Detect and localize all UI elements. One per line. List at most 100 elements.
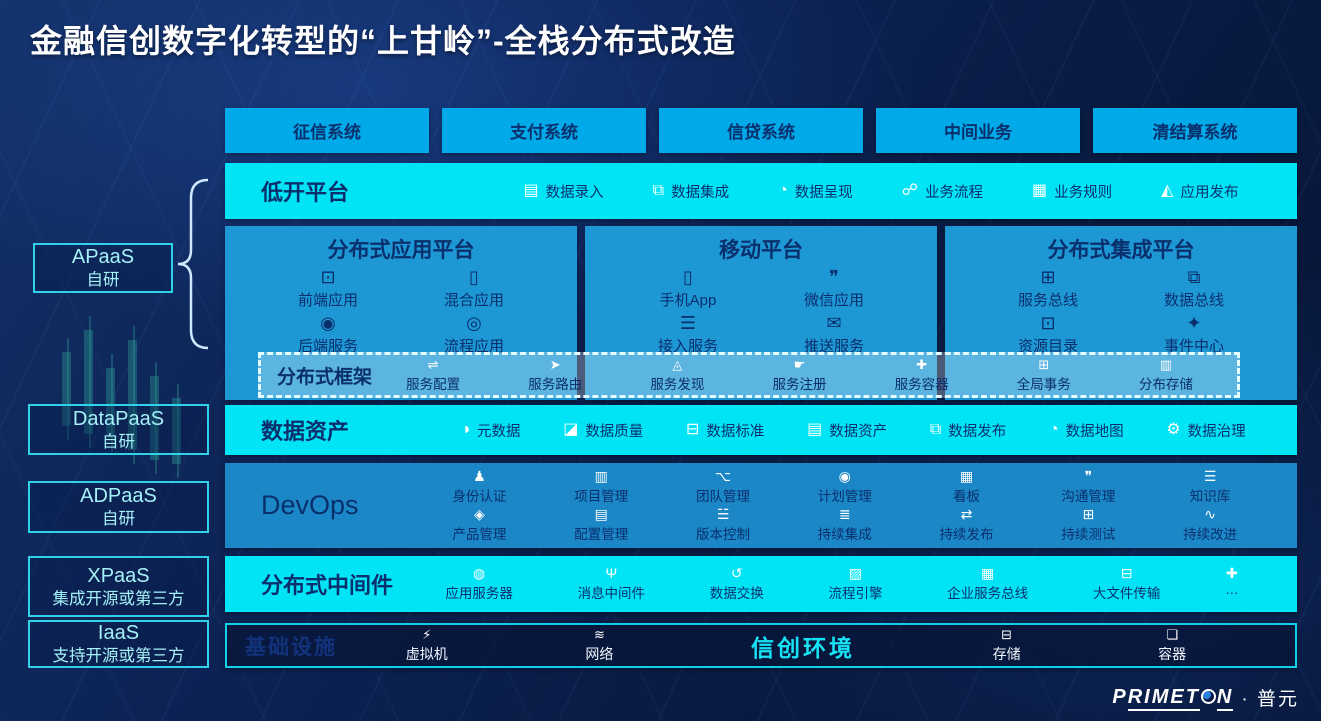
brand-text: PRIMET N (1112, 686, 1234, 711)
continuous-testing-icon: ⊞ (1082, 505, 1095, 522)
lowcode-item-label: 业务规则 (1054, 184, 1113, 201)
framework-item: ▥ 分布存储 (1139, 358, 1193, 393)
middleware-item: ◍ 应用服务器 (445, 566, 513, 602)
data-assets-items: ◑ 元数据 ◪ 数据质量 ⊟ 数据标准 ▤ 数据资产 ⧉ 数据发布 ◔ 数据地图 ⚙ 数据治理 (439, 420, 1267, 441)
platform-item-label: 接入服务 (657, 338, 718, 355)
system-box-intermediary: 中间业务 (876, 108, 1080, 153)
devops-item-label: 项目管理 (574, 488, 629, 504)
app-publish-icon: ◭ (1161, 182, 1174, 199)
data-assets-label: 数据资产 (261, 419, 350, 444)
data-assets-band: 数据资产 ◑ 元数据 ◪ 数据质量 ⊟ 数据标准 ▤ 数据资产 ⧉ 数据发布 ◔ 数据地图 … (225, 405, 1297, 455)
data-asset-icon: ▤ (807, 421, 823, 438)
platform-item-label: 混合应用 (443, 292, 504, 309)
platform-item: ⧉ 数据总线 (1121, 268, 1267, 310)
platform-item: ▯ 混合应用 (401, 268, 547, 310)
service-discovery-icon: ◬ (672, 356, 683, 372)
data-assets-item: ⧉ 数据发布 (930, 420, 1006, 441)
data-exchange-icon: ↺ (730, 565, 743, 581)
candlestick-decoration (62, 338, 71, 440)
platform-item-label: 事件中心 (1163, 338, 1224, 355)
data-publish-icon: ⧉ (929, 421, 942, 438)
storage-icon: ⊟ (1001, 626, 1013, 642)
middleware-label: 分布式中间件 (261, 573, 394, 598)
process-app-icon: ◎ (466, 313, 482, 333)
devops-item-label: 沟通管理 (1061, 488, 1116, 504)
devops-item-label: 持续测试 (1061, 526, 1116, 542)
file-transfer-icon: ⊟ (1120, 565, 1133, 581)
candlestick-decoration (172, 384, 181, 478)
platform-item: ◎ 流程应用 (401, 314, 547, 356)
layer-name: IaaS (97, 622, 140, 645)
devops-grid: ♟ 身份认证 ▥ 项目管理 ⌥ 团队管理 ◉ 计划管理 ▦ 看板 ❞ 沟通管理 ☰ 知识库 ◈… (419, 469, 1271, 543)
platform-item: ⊞ 服务总线 (975, 268, 1121, 310)
data-entry-icon: ▤ (523, 182, 539, 199)
layer-box-apaas: APaaS 自研 (33, 243, 173, 293)
devops-item-label: 产品管理 (452, 526, 507, 542)
distributed-app-platform: 分布式应用平台 ⊡ 前端应用 ▯ 混合应用 ◉ 后端服务 ◎ 流程应用 (225, 226, 577, 400)
continuous-delivery-icon: ⇄ (960, 505, 973, 522)
devops-item: ⊞ 持续测试 (1027, 507, 1149, 543)
network-icon: ≋ (593, 626, 605, 642)
distributed-framework-label: 分布式框架 (277, 366, 373, 388)
data-map-icon: ◔ (1048, 421, 1059, 438)
push-service-icon: ✉ (826, 313, 842, 333)
lowcode-item: ▤ 数据录入 (524, 181, 604, 202)
data-bus-icon: ⧉ (1187, 267, 1201, 287)
lowcode-item-label: 应用发布 (1180, 184, 1239, 201)
data-governance-icon: ⚙ (1166, 421, 1181, 438)
devops-item: ◉ 计划管理 (784, 469, 906, 505)
plan-mgmt-icon: ◉ (838, 467, 851, 484)
layer-name: XPaaS (87, 564, 150, 587)
service-container-icon: ✚ (916, 356, 928, 372)
candlestick-decoration (150, 362, 159, 474)
layer-subtitle: 集成开源或第三方 (52, 589, 185, 608)
global-transaction-icon: ⊞ (1038, 356, 1050, 372)
devops-item: ∿ 持续改进 (1149, 507, 1271, 543)
infrastructure-items: ⚡ 虚拟机 ≋ 网络 信创环境 ⊟ 存储 ❏ 容器 (337, 628, 1255, 664)
platform-item-label: 推送服务 (803, 338, 864, 355)
devops-item: ❞ 沟通管理 (1027, 469, 1149, 505)
lowcode-item: ◔ 数据呈现 (778, 181, 853, 202)
devops-item: ▥ 项目管理 (540, 469, 662, 505)
lowcode-item: ⧉ 数据集成 (653, 181, 729, 202)
infrastructure-item: ≋ 网络 (585, 628, 613, 664)
mobile-platform: 移动平台 ▯ 手机App ❞ 微信应用 ☰ 接入服务 ✉ 推送服务 (585, 226, 937, 400)
devops-item-label: 知识库 (1189, 488, 1231, 504)
process-engine-icon: ▨ (848, 565, 863, 581)
lowcode-item: ▦ 业务规则 (1032, 181, 1112, 202)
product-mgmt-icon: ◈ (474, 505, 485, 522)
frontend-app-icon: ⊡ (320, 267, 336, 287)
data-assets-item: ◔ 数据地图 (1049, 420, 1124, 441)
layer-subtitle: 支持开源或第三方 (52, 647, 185, 666)
framework-item: ✚ 服务容器 (895, 358, 949, 393)
middleware-item-label: 应用服务器 (445, 586, 513, 601)
middleware-item-label: 消息中间件 (577, 586, 646, 601)
platform-item: ☰ 接入服务 (615, 314, 761, 356)
service-bus-icon: ⊞ (1040, 267, 1056, 287)
platform-item-label: 数据总线 (1163, 292, 1224, 309)
lowcode-platform-label: 低开平台 (261, 180, 350, 205)
platform-grid: ⊞ 服务总线 ⧉ 数据总线 ⊡ 资源目录 ✦ 事件中心 (945, 266, 1297, 356)
middleware-item-label: 流程引擎 (828, 586, 883, 601)
middleware-item-label: 企业服务总线 (947, 586, 1029, 601)
lowcode-item: ☍ 业务流程 (902, 181, 983, 202)
lowcode-item-label: 业务流程 (925, 184, 983, 201)
event-center-icon: ✦ (1186, 313, 1202, 333)
distributed-framework-band: 分布式框架 ⇌ 服务配置 ➤ 服务路由 ◬ 服务发现 ☛ 服务注册 ✚ 服务容器 ⊞ 全局事… (258, 352, 1240, 398)
layer-subtitle: 自研 (102, 510, 135, 529)
system-box-loan: 信贷系统 (659, 108, 863, 153)
platform-item-label: 后端服务 (297, 338, 358, 355)
system-box-payment: 支付系统 (442, 108, 646, 153)
layer-box-datapaas: DataPaaS 自研 (28, 404, 209, 455)
middleware-item: ↺ 数据交换 (710, 566, 764, 602)
infrastructure-band: 基础设施 ⚡ 虚拟机 ≋ 网络 信创环境 ⊟ 存储 ❏ 容器 (225, 623, 1297, 668)
framework-item: ☛ 服务注册 (773, 358, 827, 393)
infrastructure-item-label: 容器 (1158, 645, 1187, 662)
hybrid-app-icon: ▯ (469, 267, 479, 287)
distributed-storage-icon: ▥ (1159, 356, 1173, 372)
devops-item: ▤ 配置管理 (540, 507, 662, 543)
candlestick-decoration (84, 316, 93, 448)
framework-item: ⊞ 全局事务 (1017, 358, 1071, 393)
page-title: 金融信创数字化转型的“上甘岭”-全栈分布式改造 (30, 23, 736, 59)
middleware-item: ▨ 流程引擎 (828, 566, 882, 602)
